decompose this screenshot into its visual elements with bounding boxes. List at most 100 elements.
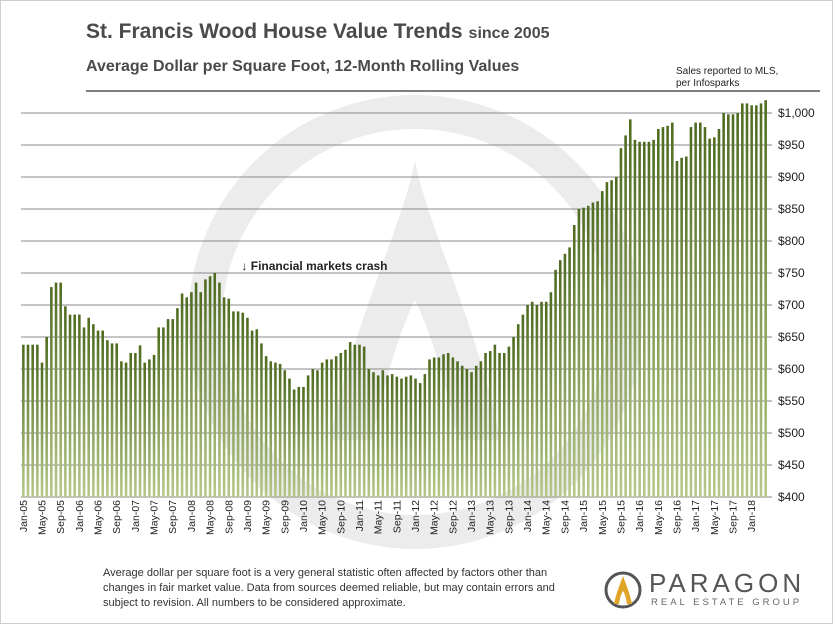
bar xyxy=(50,287,53,497)
bar xyxy=(647,141,651,498)
x-tick-label: Sep-16 xyxy=(671,500,683,534)
bar xyxy=(110,343,114,497)
bar xyxy=(671,122,674,497)
bar xyxy=(502,353,506,497)
bar xyxy=(572,225,576,497)
bar xyxy=(479,361,483,497)
bar xyxy=(115,343,118,497)
bar xyxy=(652,139,655,497)
bar xyxy=(199,292,203,497)
bar xyxy=(708,138,711,497)
bar xyxy=(166,319,170,497)
bar xyxy=(185,297,189,497)
bar xyxy=(260,343,263,497)
bar xyxy=(400,378,403,497)
bar xyxy=(297,386,301,497)
bar xyxy=(26,344,30,497)
x-tick-label: May-07 xyxy=(149,500,161,535)
x-axis: Jan-05 May-05 Sep-05 Jan-06 May-06 Sep-06 Jan-… xyxy=(18,500,758,535)
x-tick-label: Sep-10 xyxy=(335,500,347,534)
x-tick-label: Sep-05 xyxy=(55,500,67,534)
bar xyxy=(274,362,277,497)
bar xyxy=(582,207,585,497)
bar xyxy=(236,311,240,497)
x-tick-label: Jan-16 xyxy=(634,500,646,532)
x-tick-label: Jan-18 xyxy=(746,500,758,532)
bar xyxy=(68,314,72,497)
bar xyxy=(600,191,604,497)
bar xyxy=(143,362,147,497)
bar xyxy=(157,327,161,497)
bar xyxy=(404,376,408,497)
bar xyxy=(381,370,385,497)
y-tick-label: $750 xyxy=(778,266,805,280)
y-tick-label: $1,000 xyxy=(778,106,815,120)
footnote-line1: Average dollar per square foot is a very… xyxy=(103,567,548,579)
bar xyxy=(736,113,739,497)
bar xyxy=(255,329,259,497)
bar xyxy=(717,129,721,497)
bar xyxy=(45,337,48,497)
bar xyxy=(36,344,39,497)
bar xyxy=(339,353,343,497)
bar xyxy=(120,361,123,497)
bar xyxy=(554,269,557,497)
footnote: Average dollar per square foot is a very… xyxy=(103,566,583,611)
y-tick-label: $850 xyxy=(778,202,805,216)
y-tick-label: $900 xyxy=(778,170,805,184)
bar xyxy=(586,205,590,498)
bar xyxy=(516,324,520,497)
bar xyxy=(227,298,231,497)
bar xyxy=(348,342,352,497)
bar xyxy=(755,105,758,497)
paragon-brand: PARAGON REAL ESTATE GROUP xyxy=(604,566,804,616)
bar xyxy=(591,202,595,497)
bar xyxy=(101,330,104,497)
bar xyxy=(624,135,627,497)
bar xyxy=(446,353,450,497)
bar xyxy=(78,314,81,497)
paragon-logo-icon xyxy=(604,571,642,609)
bar xyxy=(507,346,511,497)
y-tick-label: $500 xyxy=(778,426,805,440)
bar xyxy=(745,103,749,498)
bar xyxy=(162,327,165,497)
bar xyxy=(134,353,137,497)
bar xyxy=(344,349,347,497)
x-tick-label: Jan-11 xyxy=(354,500,366,531)
source-note-line1: Sales reported to MLS, xyxy=(676,66,778,77)
bar xyxy=(372,372,375,497)
bar xyxy=(64,306,67,497)
x-tick-label: Sep-15 xyxy=(615,500,627,534)
bar xyxy=(138,345,142,497)
bar xyxy=(232,311,235,497)
chart-title: St. Francis Wood House Value Trends since… xyxy=(86,20,550,43)
annotation-financial-crash: ↓ Financial markets crash xyxy=(241,259,387,273)
x-tick-label: May-12 xyxy=(429,500,441,535)
x-tick-label: Jan-13 xyxy=(466,500,478,532)
bar xyxy=(92,324,95,497)
bar xyxy=(689,127,693,497)
bar xyxy=(526,305,529,497)
source-note-line2: per Infosparks xyxy=(676,78,739,89)
bar xyxy=(432,357,436,497)
bar xyxy=(577,209,581,497)
bar xyxy=(278,363,282,497)
x-tick-label: Jan-14 xyxy=(522,500,534,532)
bar xyxy=(596,201,599,497)
x-tick-label: May-06 xyxy=(93,500,105,535)
bar xyxy=(619,148,623,497)
x-tick-label: Sep-08 xyxy=(223,500,235,534)
x-tick-label: Jan-17 xyxy=(690,500,702,532)
bar xyxy=(694,122,697,497)
bar xyxy=(750,105,753,497)
bar xyxy=(474,365,478,497)
bar xyxy=(493,344,497,497)
bar xyxy=(241,312,245,497)
bar xyxy=(194,282,198,497)
footnote-line3: subject to revision. All numbers to be c… xyxy=(103,597,406,609)
bar xyxy=(512,337,515,497)
bar xyxy=(488,351,492,497)
x-tick-label: Jan-07 xyxy=(130,500,142,532)
x-tick-label: Sep-07 xyxy=(167,500,179,534)
